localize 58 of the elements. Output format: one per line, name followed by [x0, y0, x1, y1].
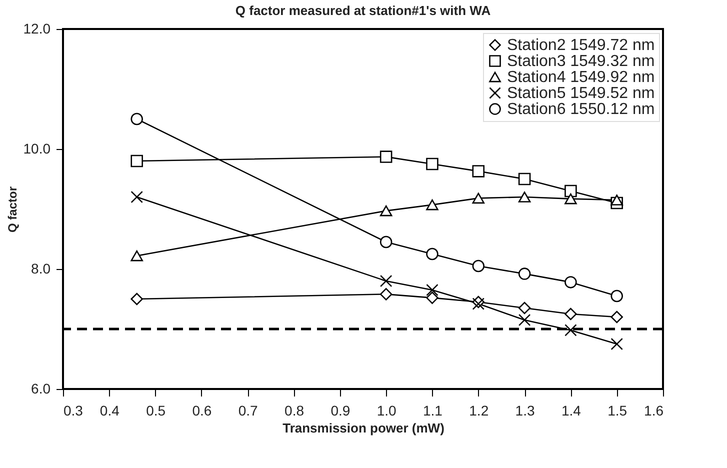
point [564, 324, 577, 336]
point [380, 205, 392, 216]
y-tick-label: 12.0 [23, 20, 51, 36]
point [380, 288, 392, 300]
point [130, 292, 143, 306]
point [564, 184, 577, 198]
point [610, 194, 623, 206]
point [518, 314, 531, 326]
point [610, 338, 623, 350]
x-tick-label: 1.0 [376, 402, 397, 418]
point [426, 284, 438, 296]
point [426, 248, 438, 260]
point [610, 310, 623, 324]
point [564, 276, 577, 288]
x-tick-label: 1.1 [422, 402, 443, 418]
x-tick-label: 0.6 [192, 402, 212, 418]
point [518, 268, 531, 280]
point [564, 308, 577, 320]
point [380, 150, 392, 163]
point [564, 193, 577, 204]
point [610, 290, 623, 302]
point [518, 302, 531, 314]
point [426, 292, 438, 304]
point [518, 192, 531, 202]
point [518, 172, 531, 186]
x-tick-label: 1.5 [608, 402, 628, 418]
x-tick-label: 0.7 [238, 402, 258, 418]
legend-label: Station4 1549.92 nm [507, 69, 655, 86]
y-tick-label: 6.0 [31, 380, 51, 396]
legend-label: Station2 1549.72 nm [507, 37, 655, 54]
x-tick-label: 1.3 [515, 402, 535, 418]
point [472, 260, 485, 272]
point [130, 250, 143, 262]
x-tick-label: 0.9 [330, 402, 350, 418]
x-tick-label: 0.8 [284, 402, 304, 418]
x-axis-title: Transmission power (mW) [282, 420, 444, 436]
point [472, 165, 485, 178]
y-axis-title: Q factor [5, 186, 20, 233]
chart-title: Q factor measured at station#1's with WA [235, 3, 492, 18]
x-tick-label: 0.5 [146, 402, 166, 418]
point [130, 112, 143, 126]
x-tick-label: 0.4 [100, 402, 120, 418]
point [380, 236, 392, 248]
point [380, 274, 392, 288]
y-tick-label: 8.0 [31, 260, 51, 276]
legend-label: Station5 1549.52 nm [507, 85, 655, 102]
x-tick-label: 1.4 [561, 402, 582, 418]
y-tick-label: 10.0 [23, 140, 51, 156]
point [472, 192, 485, 204]
point [426, 199, 438, 210]
legend-label: Station3 1549.32 nm [507, 53, 655, 70]
point [130, 190, 143, 204]
x-tick-label: 1.2 [469, 402, 489, 418]
point [426, 158, 438, 170]
legend-label: Station6 1550.12 nm [507, 101, 655, 118]
point [130, 154, 143, 168]
x-tick-label: 1.6 [644, 402, 664, 418]
x-tick-label: 0.3 [64, 402, 84, 418]
